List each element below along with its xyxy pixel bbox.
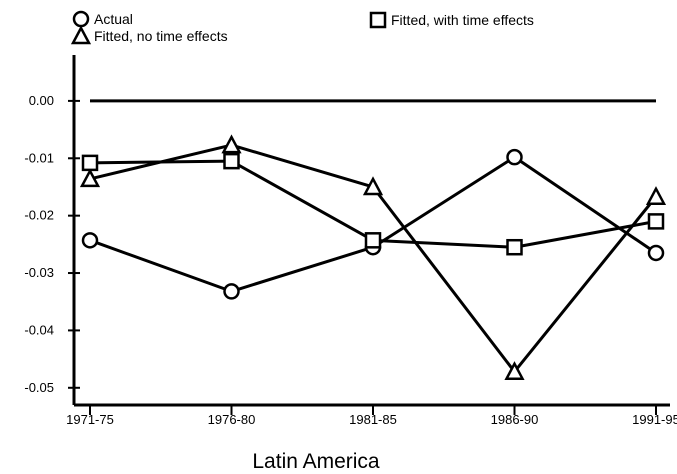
axis-layer: 0.00 -0.01 -0.02 -0.03 -0.04 -0.05 1971-75 1976… xyxy=(24,55,677,427)
triangle-data-point xyxy=(645,186,667,205)
y-tick-label: -0.01 xyxy=(24,150,54,165)
square-data-point xyxy=(81,154,99,172)
legend-item-0: Actual xyxy=(72,10,133,28)
y-tick-label: 0.00 xyxy=(29,93,54,108)
x-tick-label: 1976-80 xyxy=(208,412,256,427)
triangle-data-point xyxy=(221,134,242,154)
x-tick-label: 1971-75 xyxy=(66,412,114,427)
y-tick-label: -0.03 xyxy=(24,265,54,280)
circle-data-point xyxy=(223,283,240,300)
circle-data-point xyxy=(506,148,523,166)
legend-circle-icon xyxy=(72,10,90,28)
square-data-point xyxy=(647,213,665,230)
x-axis-title: Latin America xyxy=(252,450,380,473)
y-tick-label: -0.02 xyxy=(24,208,54,223)
square-data-point xyxy=(223,152,240,170)
series-0 xyxy=(81,148,665,300)
triangle-data-point xyxy=(504,361,525,380)
legend-label: Fitted, no time effects xyxy=(94,28,228,44)
legend-label: Actual xyxy=(94,11,133,27)
circle-data-point xyxy=(81,232,99,249)
square-data-point xyxy=(364,232,382,249)
legend-item-1: Fitted, no time effects xyxy=(70,25,228,45)
series-1 xyxy=(79,134,667,380)
y-tick-label: -0.04 xyxy=(24,322,54,337)
y-tick-label: -0.05 xyxy=(24,380,54,395)
legend-item-2: Fitted, with time effects xyxy=(369,11,534,29)
x-tick-label: 1991-95 xyxy=(632,412,677,427)
legend-triangle-icon xyxy=(70,25,92,45)
series-2 xyxy=(81,152,665,256)
legend-label: Fitted, with time effects xyxy=(391,12,534,28)
legend-square-icon xyxy=(369,11,387,29)
x-tick-label: 1986-90 xyxy=(491,412,539,427)
square-data-point xyxy=(506,238,523,256)
triangle-data-point xyxy=(79,168,101,188)
triangle-data-point xyxy=(362,176,384,196)
series-layer xyxy=(79,134,667,380)
circle-data-point xyxy=(647,244,665,262)
x-tick-label: 1981-85 xyxy=(349,412,397,427)
